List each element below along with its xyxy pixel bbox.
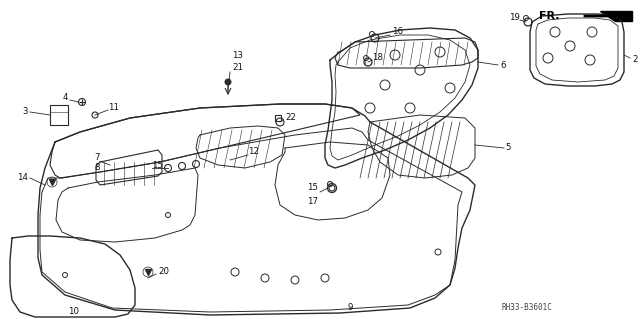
Circle shape (225, 79, 231, 85)
Text: 15: 15 (152, 160, 163, 169)
Polygon shape (600, 11, 632, 21)
Text: 15: 15 (307, 183, 318, 192)
Text: 17: 17 (307, 197, 318, 206)
Text: 9: 9 (348, 303, 353, 313)
Text: 2: 2 (632, 56, 637, 64)
Text: 5: 5 (505, 144, 511, 152)
Text: 4: 4 (63, 93, 68, 102)
Text: 13: 13 (232, 50, 243, 60)
Text: 12: 12 (248, 147, 259, 157)
Text: 16: 16 (392, 27, 403, 36)
Text: 3: 3 (22, 108, 28, 116)
Text: 19: 19 (509, 13, 520, 23)
Text: 21: 21 (232, 63, 243, 71)
Text: RH33-B3601C: RH33-B3601C (502, 303, 553, 313)
Text: 10: 10 (68, 308, 79, 316)
Text: 7: 7 (95, 153, 100, 162)
Text: FR.: FR. (540, 11, 560, 21)
Text: 6: 6 (500, 61, 506, 70)
Text: 14: 14 (17, 174, 28, 182)
Text: 11: 11 (108, 103, 119, 113)
Text: 8: 8 (95, 164, 100, 173)
Text: 22: 22 (285, 114, 296, 122)
Text: 18: 18 (372, 54, 383, 63)
Text: 20: 20 (158, 268, 169, 277)
